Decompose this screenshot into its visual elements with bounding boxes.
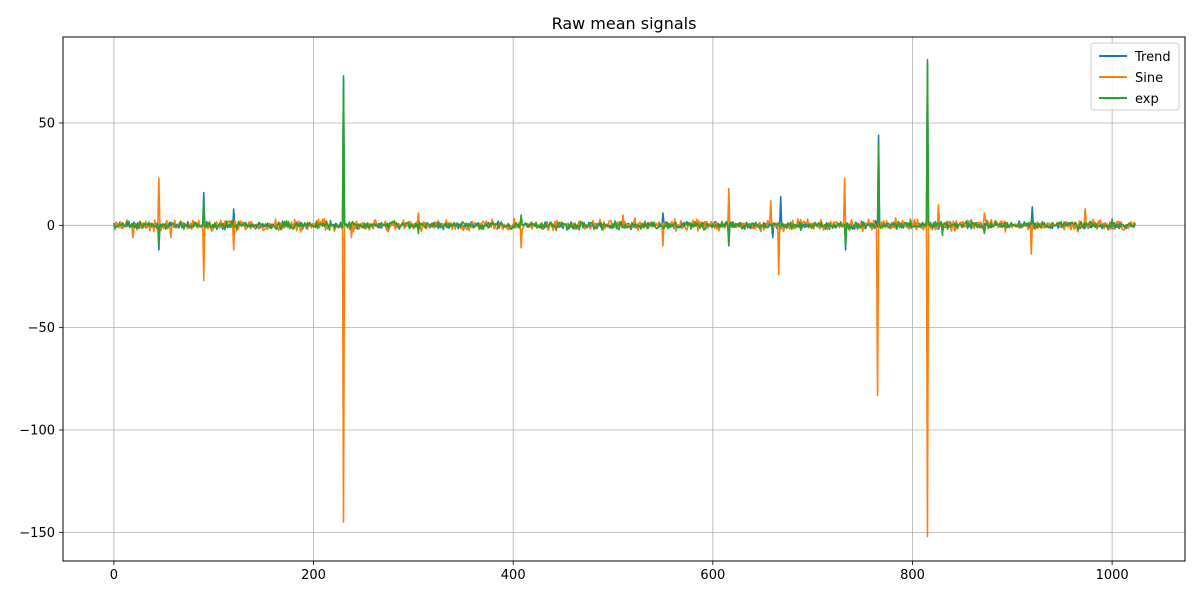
x-tick-label: 400 [501, 568, 526, 583]
series-group [113, 58, 1136, 538]
plot-area-frame [62, 36, 1186, 562]
chart-title: Raw mean signals [552, 14, 697, 33]
series-line-exp [113, 58, 1136, 247]
x-tick-label: 600 [700, 568, 725, 583]
legend-label: Trend [1134, 50, 1171, 65]
x-tick-label: 800 [900, 568, 925, 583]
y-tick-label: 50 [38, 116, 55, 131]
x-tick-label: 200 [301, 568, 326, 583]
legend-label: exp [1135, 92, 1159, 107]
y-tick-label: 0 [47, 219, 55, 234]
legend: Trend Sine exp [1090, 42, 1180, 111]
x-tick-label: 1000 [1096, 568, 1129, 583]
y-tick-label: −50 [28, 321, 55, 336]
y-tick-label: −150 [19, 526, 55, 541]
x-axis: 0 200 400 600 800 1000 [110, 561, 1129, 583]
legend-label: Sine [1135, 71, 1163, 86]
x-tick-label: 0 [110, 568, 118, 583]
legend-box [1090, 42, 1180, 111]
y-tick-label: −100 [19, 424, 55, 439]
y-axis: −150 −100 −50 0 50 [19, 116, 63, 541]
